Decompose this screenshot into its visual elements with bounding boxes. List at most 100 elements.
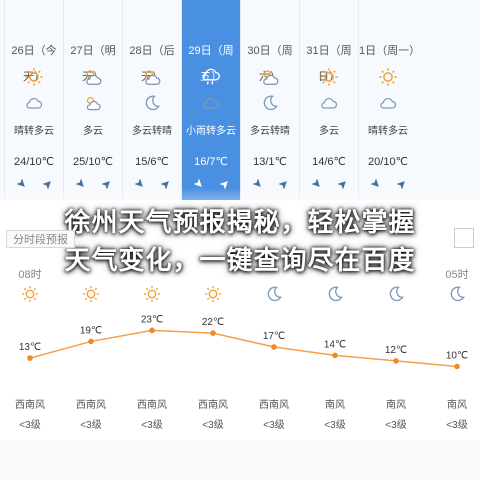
partly-cloudy-icon [82,66,104,88]
day-weather: 晴转多云 [14,126,54,137]
day-weather: 多云转晴 [250,126,290,137]
day-weather: 小雨转多云 [186,126,236,137]
temperature-point [332,352,338,359]
rain-icon [200,66,222,88]
hour-wind-level: <3级 [385,420,407,431]
hour-wind-level: <3级 [80,420,102,431]
temperature-point [210,330,216,336]
temperature-label: 17℃ [263,331,285,342]
partly-cloudy-icon [82,93,104,113]
hour-wind-level: <3级 [324,420,346,431]
hour-wind: 西南风 [137,400,167,411]
daily-forecast: 26日（今天） 晴转多云 24/10℃ 27日（明天） 多云 25/10℃ 28日（后天） 多… [0,0,480,200]
moon-icon [386,284,406,304]
wind-direction-icon [101,176,112,190]
moon-icon [325,284,345,304]
sun-icon [142,284,162,304]
day-label: 26日（今天） [11,45,57,83]
hour-wind-level: <3级 [263,420,285,431]
temperature-label: 22℃ [202,317,224,328]
hour-wind: 西南风 [198,400,228,411]
wind-direction-icon [370,176,381,187]
sun-icon [20,284,40,304]
day-label: 30日（周六） [247,45,293,83]
hour-wind-level: <3级 [19,420,41,431]
temperature-label: 12℃ [385,345,407,356]
temperature-label: 10℃ [446,350,468,361]
day-label: 1日（周一） [359,45,421,57]
expand-button[interactable] [454,228,474,248]
temperature-label: 19℃ [80,325,102,336]
sun-icon [81,284,101,304]
title-line-1: 徐州天气预报揭秘，轻松掌握 [64,208,416,238]
wind-direction-icon [75,176,86,187]
hour-wind-level: <3级 [202,420,224,431]
day-column[interactable]: 28日（后天） 多云转晴 15/6℃ [122,0,181,200]
day-column[interactable]: 31日（周日） 多云 14/6℃ [299,0,358,200]
wind-direction-icon [219,176,230,190]
sun-icon [203,284,223,304]
day-temperature: 24/10℃ [14,156,54,168]
hour-wind-level: <3级 [446,420,468,431]
temperature-label: 13℃ [19,342,41,353]
day-weather: 晴转多云 [368,126,408,137]
temperature-line [29,329,458,368]
hour-wind: 南风 [386,400,406,411]
cloud-icon [318,93,340,113]
wind-direction-icon [16,176,27,187]
wind-direction-icon [396,176,407,190]
day-weather: 多云转晴 [132,126,172,137]
temperature-label: 23℃ [141,314,163,325]
day-temperature: 25/10℃ [73,156,113,168]
day-label: 27日（明天） [70,45,116,83]
day-label: 31日（周日） [306,45,352,83]
day-column[interactable]: 26日（今天） 晴转多云 24/10℃ [4,0,63,200]
temperature-point [88,338,94,345]
wind-direction-icon [252,176,263,187]
footer-strip [0,440,480,480]
tab-hourly[interactable]: 分时段预报 [6,230,75,248]
sun-icon [23,66,45,88]
cloud-icon [200,93,222,113]
day-temperature: 13/1℃ [253,156,287,168]
hour-wind: 西南风 [259,400,289,411]
hour-time: 05时 [445,269,469,281]
temperature-chart: 13℃ 19℃ 23℃ 22℃ 17℃ 14℃ 12℃ 10℃ [19,314,468,370]
cloud-icon [23,93,45,113]
temperature-point [27,355,33,361]
title-banner: 徐州天气预报揭秘，轻松掌握 天气变化，一键查询尽在百度 [0,188,480,296]
moon-icon [259,93,281,113]
day-column[interactable]: 29日（周五） 小雨转多云 16/7℃ [181,0,240,200]
sun-icon [318,66,340,88]
moon-icon [264,284,284,304]
wind-direction-icon [278,176,289,190]
partly-cloudy-icon [141,66,163,88]
day-temperature: 20/10℃ [368,156,408,168]
temperature-point [454,363,460,370]
temperature-point [393,358,399,364]
wind-direction-icon [311,176,322,187]
day-column[interactable]: 27日（明天） 多云 25/10℃ [63,0,122,200]
wind-direction-icon [42,176,53,190]
moon-icon [141,93,163,113]
day-weather: 多云 [83,126,103,137]
day-label: 29日（周五） [188,45,234,83]
hour-wind: 西南风 [15,400,45,411]
hour-wind: 南风 [325,400,345,411]
moon-icon [447,284,467,304]
hour-time: 08时 [18,269,42,281]
temperature-label: 14℃ [324,339,346,350]
hour-wind: 南风 [447,400,467,411]
day-weather: 多云 [319,126,339,137]
title-line-2: 天气变化，一键查询尽在百度 [64,246,416,276]
wind-direction-icon [337,176,348,190]
day-column[interactable]: 1日（周一） 晴转多云 20/10℃ [358,0,421,200]
hour-wind: 西南风 [76,400,106,411]
sun-icon [377,66,399,88]
hour-wind-level: <3级 [141,420,163,431]
day-temperature: 15/6℃ [135,156,169,168]
day-column[interactable]: 30日（周六） 多云转晴 13/1℃ [240,0,299,200]
wind-direction-icon [134,176,145,187]
partly-cloudy-icon [259,66,281,88]
cloud-icon [377,93,399,113]
